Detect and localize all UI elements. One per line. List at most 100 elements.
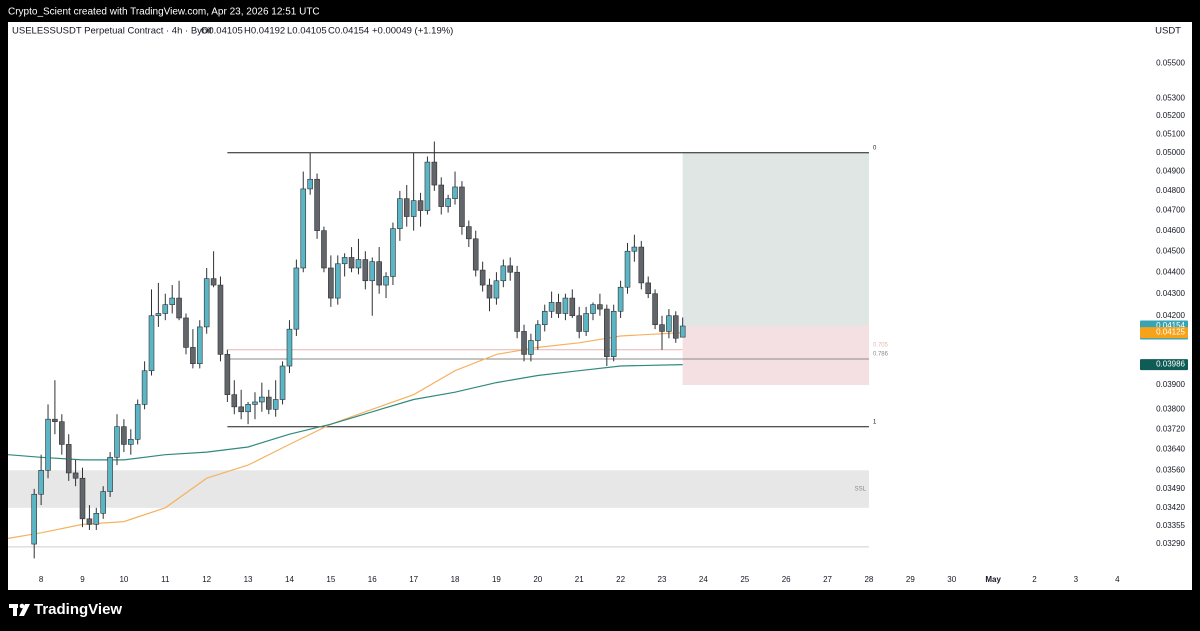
price-tag-label: 0.03986 xyxy=(1156,360,1185,369)
candle-body xyxy=(314,178,320,231)
candle-body xyxy=(107,456,113,492)
candle-body xyxy=(459,186,465,227)
candle-body xyxy=(293,267,300,330)
candle-body xyxy=(355,259,362,269)
candle-body xyxy=(238,406,244,413)
candle-body xyxy=(541,310,548,325)
candle-body xyxy=(679,325,686,338)
x-tick-label: 19 xyxy=(492,575,501,584)
candle-body xyxy=(114,426,120,458)
y-tick-label: 0.04600 xyxy=(1156,226,1185,235)
level-label: 0.705 xyxy=(873,342,889,348)
candle-body xyxy=(93,513,100,525)
currency-label: USDT xyxy=(1155,26,1181,37)
candle-body xyxy=(162,304,169,314)
candle-body xyxy=(576,315,582,332)
candle-body xyxy=(631,246,638,252)
x-tick-label: 9 xyxy=(80,575,85,584)
zone xyxy=(682,326,869,386)
candle-body xyxy=(259,396,265,403)
logo-shape xyxy=(19,604,30,616)
candle-body xyxy=(321,230,327,269)
candle-body xyxy=(645,282,651,295)
candle-body xyxy=(217,284,224,355)
x-tick-label: 23 xyxy=(658,575,667,584)
x-tick-label: May xyxy=(985,575,1001,584)
x-tick-label: 16 xyxy=(368,575,377,584)
candle-body xyxy=(183,317,189,348)
plot: SSL 0 0.705 0.786 1 xyxy=(7,141,889,559)
x-tick-label: 29 xyxy=(906,575,915,584)
price-tag-label: 0.04154 xyxy=(1156,321,1185,330)
candle-body xyxy=(300,188,307,269)
candle-body xyxy=(141,370,148,405)
candle-body xyxy=(196,326,203,364)
candle-body xyxy=(507,265,513,273)
y-tick-label: 0.04400 xyxy=(1156,267,1185,276)
candle-body xyxy=(500,265,507,282)
y-tick-label: 0.03800 xyxy=(1156,404,1185,413)
y-tick-label: 0.03290 xyxy=(1156,539,1185,548)
candle-body xyxy=(590,304,596,314)
candle-body xyxy=(659,324,665,332)
candle-body xyxy=(438,184,445,207)
x-tick-label: 30 xyxy=(947,575,956,584)
candle-body xyxy=(617,286,624,312)
y-tick-label: 0.05500 xyxy=(1156,59,1185,68)
candle-body xyxy=(376,261,382,286)
candle-body xyxy=(672,315,679,339)
candle-body xyxy=(362,259,369,282)
candle-body xyxy=(514,271,520,332)
y-tick-label: 0.04700 xyxy=(1156,206,1185,215)
candle-body xyxy=(535,324,541,341)
candle-body xyxy=(100,491,106,514)
footer-brand: TradingView xyxy=(34,601,122,618)
candle-body xyxy=(397,198,403,229)
candle-body xyxy=(45,418,51,471)
candle-body xyxy=(203,278,210,328)
level-label: 1 xyxy=(873,419,877,425)
logo-shape xyxy=(19,603,25,609)
y-tick-label: 0.04900 xyxy=(1156,167,1185,176)
candle-body xyxy=(341,257,348,265)
candle-body xyxy=(597,304,603,310)
watermark: Crypto_Scient created with TradingView.c… xyxy=(8,7,320,18)
x-tick-label: 10 xyxy=(119,575,128,584)
y-tick-label: 0.04500 xyxy=(1156,246,1185,255)
level-label: 0.786 xyxy=(873,352,889,358)
x-tick-label: 22 xyxy=(616,575,625,584)
candle-body xyxy=(417,200,424,211)
price-tag-label: 0.04125 xyxy=(1156,328,1185,337)
y-tick-label: 0.04200 xyxy=(1156,311,1185,320)
y-tick-label: 0.05000 xyxy=(1156,148,1185,157)
x-tick-label: 15 xyxy=(326,575,335,584)
ohlc-high: H0.04192 xyxy=(244,26,285,37)
candle-body xyxy=(72,472,79,479)
y-tick-label: 0.03900 xyxy=(1156,380,1185,389)
candle-body xyxy=(410,200,417,217)
candle-body xyxy=(652,293,658,325)
y-tick-label: 0.03490 xyxy=(1156,484,1185,493)
x-tick-label: 25 xyxy=(740,575,749,584)
x-tick-label: 2 xyxy=(1032,575,1037,584)
symbol: USELESSUSDT Perpetual Contract · 4h · By… xyxy=(12,26,212,37)
candle-body xyxy=(583,313,589,332)
candle-body xyxy=(479,269,486,286)
candle-body xyxy=(176,297,182,319)
candle-body xyxy=(224,354,231,395)
y-tick-label: 0.04800 xyxy=(1156,186,1185,195)
x-tick-label: 13 xyxy=(244,575,253,584)
candle-body xyxy=(466,226,472,240)
candle-body xyxy=(128,439,134,445)
candle-body xyxy=(390,228,396,277)
zone-label: SSL xyxy=(855,487,867,493)
level-label: 0 xyxy=(873,145,877,151)
candle-body xyxy=(403,198,410,217)
zone xyxy=(8,470,869,508)
candle-body xyxy=(555,302,562,314)
price-tag xyxy=(1140,327,1188,339)
candle-body xyxy=(348,257,355,269)
candle-body xyxy=(86,518,93,525)
